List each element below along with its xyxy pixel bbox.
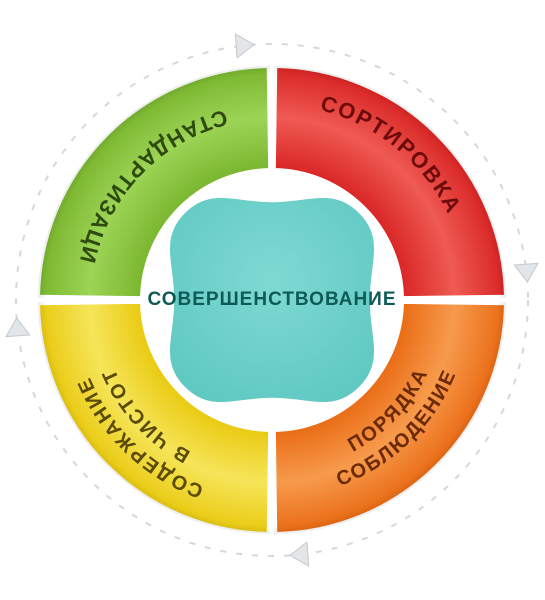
cycle-arrowhead xyxy=(5,317,30,337)
cycle-arrowhead xyxy=(289,542,309,567)
cycle-arrowhead xyxy=(514,263,539,283)
cycle-diagram-svg: СТАНДАРТИЗАЦИЯСОРТИРОВКАСОБЛЮДЕНИЕПОРЯДК… xyxy=(0,0,545,600)
diagram-stage: СТАНДАРТИЗАЦИЯСОРТИРОВКАСОБЛЮДЕНИЕПОРЯДК… xyxy=(0,0,545,600)
center-label: СОВЕРШЕНСТВОВАНИЕ xyxy=(147,289,396,310)
cycle-arrowhead xyxy=(235,33,255,58)
